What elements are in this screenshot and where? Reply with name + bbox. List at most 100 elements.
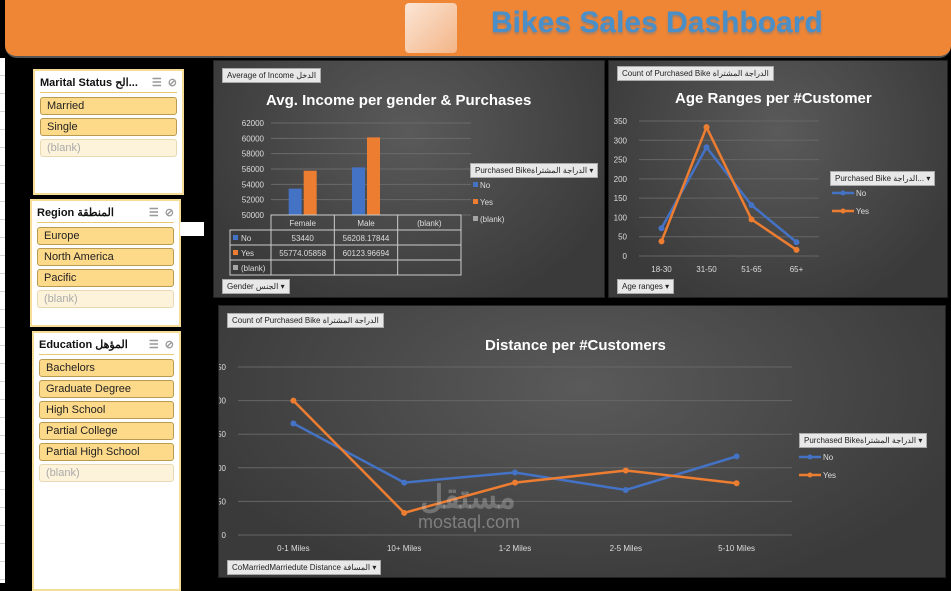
- y-tick-label: 54000: [242, 180, 265, 189]
- slicer-item[interactable]: (blank): [39, 464, 174, 482]
- watermark-arabic: مستقل: [420, 479, 516, 515]
- legend-key: [473, 182, 478, 187]
- legend-label: No: [480, 181, 491, 190]
- y-tick-label: 350: [614, 117, 628, 126]
- axis-field-button[interactable]: CoMarriedMarriedute Distance المسافة ▾: [227, 560, 382, 575]
- y-tick-label: 200: [219, 397, 227, 406]
- legend-label: (blank): [480, 215, 505, 224]
- y-tick-label: 250: [614, 156, 628, 165]
- slicer-item[interactable]: Graduate Degree: [39, 380, 174, 398]
- x-tick-label: 65+: [790, 265, 804, 274]
- category-label: Female: [289, 219, 316, 228]
- data-label: 55774.05858: [279, 249, 326, 258]
- data-label: 56208.17844: [343, 234, 390, 243]
- value-field-button[interactable]: Count of Purchased Bike الدراجة المشتراة: [617, 66, 774, 81]
- slicer-item[interactable]: (blank): [37, 290, 174, 308]
- x-tick-label: 0-1 Miles: [277, 544, 309, 553]
- slicer-item[interactable]: Partial College: [39, 422, 174, 440]
- bar-no: [352, 167, 365, 215]
- data-label: 60123.96694: [343, 249, 390, 258]
- watermark-latin: mostaql.com: [418, 512, 521, 532]
- y-tick-label: 150: [219, 430, 227, 439]
- dashboard-title: Bikes Sales Dashboard: [491, 6, 823, 39]
- y-tick-label: 50: [219, 497, 227, 506]
- legend-marker: [840, 190, 846, 196]
- series-label: Yes: [241, 249, 254, 258]
- data-point: [658, 238, 665, 245]
- slicer-item[interactable]: Pacific: [37, 269, 174, 287]
- legend-field-button[interactable]: Purchased Bikeالدراجة المشتراة ▾: [799, 433, 928, 448]
- category-label: Male: [357, 219, 375, 228]
- slicer-item[interactable]: Single: [40, 118, 177, 136]
- chart-title: Age Ranges per #Customer: [675, 90, 872, 107]
- slicer-item[interactable]: Partial High School: [39, 443, 174, 461]
- data-point: [622, 486, 629, 493]
- table-border: [229, 229, 462, 276]
- clear-filter-icon[interactable]: ⊘: [167, 76, 177, 89]
- slicer-item[interactable]: Europe: [37, 227, 174, 245]
- y-tick-label: 58000: [242, 150, 265, 159]
- multi-select-icon[interactable]: ☰: [148, 338, 159, 351]
- y-tick-label: 100: [219, 464, 227, 473]
- legend-field-button[interactable]: Purchased Bikeالدراجة المشتراة ▾: [470, 163, 599, 178]
- x-tick-label: 18-30: [651, 265, 672, 274]
- y-tick-label: 150: [614, 194, 628, 203]
- data-point: [793, 246, 800, 253]
- slicer-title: Region المنطقة: [37, 206, 114, 219]
- slicer-item[interactable]: Married: [40, 97, 177, 115]
- distance-chart: 0 50 100 150 200 250 0-1 Miles 10+ Miles 1-2 Mil…: [218, 305, 946, 578]
- data-point: [658, 225, 665, 232]
- spreadsheet-grid-edge: [0, 58, 5, 583]
- multi-select-icon[interactable]: ☰: [148, 206, 159, 219]
- legend-marker: [807, 454, 813, 460]
- slicer-region: Region المنطقة ☰ ⊘ Europe North America Pacif…: [30, 199, 181, 327]
- age-chart: 0 50 100 150 200 250 300 350 18-30 31-50 51-65 65+ N…: [608, 60, 948, 298]
- slicer-item[interactable]: North America: [37, 248, 174, 266]
- axis-field-button[interactable]: Gender الجنس ▾: [222, 279, 290, 294]
- data-point: [290, 420, 297, 427]
- y-tick-label: 250: [219, 363, 227, 372]
- legend-key: [233, 265, 238, 270]
- legend-key: [473, 216, 478, 221]
- data-point: [748, 216, 755, 223]
- y-tick-label: 0: [222, 531, 227, 540]
- category-label: (blank): [417, 219, 442, 228]
- income-chart: 50000 52000 54000 56000 58000 60000 62000 Femal…: [213, 60, 605, 298]
- slicer-title: Marital Status الح...: [40, 76, 138, 89]
- slicer-header: Education المؤهل ☰ ⊘: [39, 337, 174, 355]
- legend-field-button[interactable]: Purchased Bike الدراجة... ▾: [830, 171, 936, 186]
- slicer-header: Region المنطقة ☰ ⊘: [37, 205, 174, 223]
- legend-label: Yes: [480, 198, 493, 207]
- y-tick-label: 60000: [242, 134, 265, 143]
- x-tick-label: 5-10 Miles: [718, 544, 755, 553]
- slicer-item[interactable]: High School: [39, 401, 174, 419]
- slicer-title: Education المؤهل: [39, 338, 128, 351]
- x-tick-label: 10+ Miles: [387, 544, 421, 553]
- data-point: [733, 453, 740, 460]
- bar-yes: [303, 170, 317, 215]
- data-point: [703, 124, 710, 131]
- data-point: [733, 480, 740, 487]
- clear-filter-icon[interactable]: ⊘: [164, 206, 174, 219]
- axis-field-button[interactable]: Age ranges ▾: [617, 279, 675, 294]
- multi-select-icon[interactable]: ☰: [151, 76, 162, 89]
- bar-no: [288, 188, 302, 215]
- slicer-item[interactable]: (blank): [40, 139, 177, 157]
- y-tick-label: 52000: [242, 196, 265, 205]
- y-tick-label: 56000: [242, 165, 265, 174]
- data-point: [703, 144, 710, 151]
- x-tick-label: 2-5 Miles: [610, 544, 642, 553]
- slicer-item[interactable]: Bachelors: [39, 359, 174, 377]
- clear-filter-icon[interactable]: ⊘: [164, 338, 174, 351]
- chart-title: Distance per #Customers: [485, 337, 666, 354]
- y-tick-label: 50000: [242, 211, 265, 220]
- value-field-button[interactable]: Count of Purchased Bike الدراجة المشتراة: [227, 313, 384, 328]
- legend-label: Yes: [856, 207, 869, 216]
- bar-yes: [367, 137, 380, 215]
- data-point: [793, 239, 800, 246]
- chart-title: Avg. Income per gender & Purchases: [266, 92, 532, 109]
- data-point: [401, 509, 408, 516]
- data-point: [512, 469, 518, 476]
- data-point: [512, 479, 518, 486]
- value-field-button[interactable]: Average of Income الدخل: [222, 68, 322, 83]
